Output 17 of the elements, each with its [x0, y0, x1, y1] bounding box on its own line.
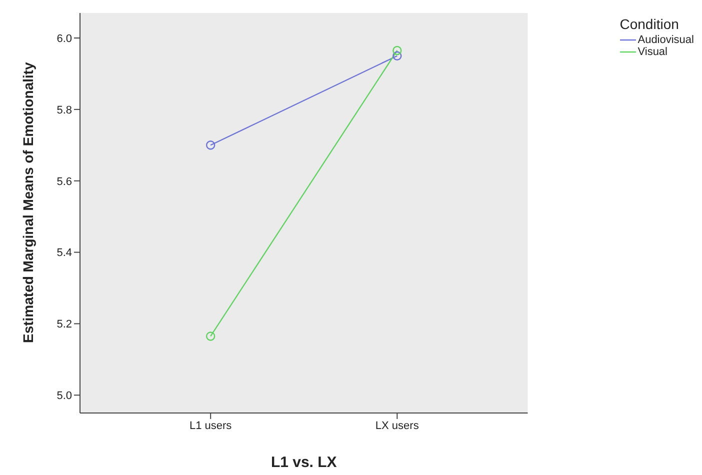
legend-title: Condition [620, 16, 680, 32]
legend-label: Visual [638, 46, 668, 58]
point [392, 46, 402, 56]
y-tick-label: 5.2 [56, 318, 72, 331]
y-tick-label: 5.0 [56, 390, 72, 402]
y-tick-label: 6.0 [56, 32, 72, 45]
y-tick-label: 5.6 [56, 176, 72, 188]
y-tick-label: 5.8 [56, 104, 72, 116]
x-axis-title: L1 vs. LX [270, 454, 337, 471]
legend-label: Audiovisual [638, 34, 694, 46]
y-tick-label: 5.4 [56, 247, 72, 260]
point [206, 140, 216, 150]
point [206, 332, 216, 341]
point [392, 51, 402, 60]
y-axis-title: Estimated Marginal Means of Emotionality [20, 62, 36, 343]
x-tick-label: LX users [375, 420, 420, 432]
x-tick-label: L1 users [189, 420, 232, 432]
